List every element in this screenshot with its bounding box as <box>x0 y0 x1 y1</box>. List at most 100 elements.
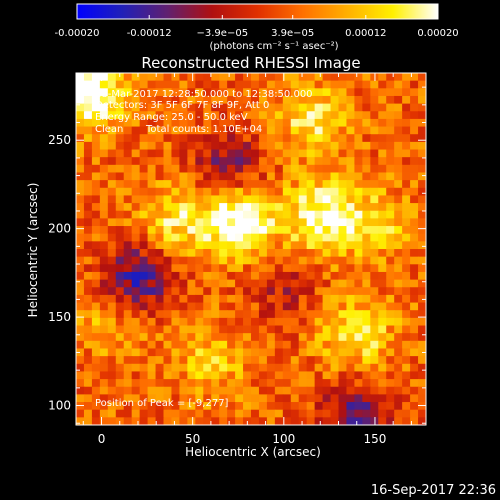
heatmap-pixel <box>266 226 276 235</box>
heatmap-pixel <box>266 103 276 112</box>
heatmap-pixel <box>235 402 244 411</box>
heatmap-pixel <box>115 157 125 166</box>
heatmap-pixel <box>338 111 348 120</box>
heatmap-pixel <box>378 317 387 327</box>
heatmap-pixel <box>378 218 387 227</box>
heatmap-pixel <box>378 386 387 395</box>
heatmap-pixel <box>76 210 85 219</box>
heatmap-pixel <box>139 210 149 219</box>
heatmap-pixel <box>147 180 157 189</box>
heatmap-pixel <box>155 386 165 395</box>
heatmap-pixel <box>163 180 173 189</box>
heatmap-pixel <box>306 157 316 166</box>
heatmap-pixel <box>107 333 117 342</box>
heatmap-pixel <box>179 226 188 235</box>
heatmap-pixel <box>155 195 165 204</box>
heatmap-pixel <box>330 279 340 288</box>
heatmap-pixel <box>386 164 395 174</box>
heatmap-pixel <box>195 256 204 265</box>
heatmap-pixel <box>378 95 387 105</box>
heatmap-pixel <box>266 73 276 82</box>
heatmap-pixel <box>338 402 348 411</box>
heatmap-pixel <box>362 256 371 265</box>
heatmap-pixel <box>314 271 324 281</box>
heatmap-pixel <box>107 417 117 425</box>
heatmap-pixel <box>195 371 204 380</box>
heatmap-pixel <box>386 80 395 89</box>
heatmap-pixel <box>354 180 363 189</box>
heatmap-pixel <box>219 348 228 357</box>
heatmap-pixel <box>243 356 252 365</box>
heatmap-pixel <box>314 141 324 151</box>
heatmap-pixel <box>219 287 228 296</box>
heatmap-pixel <box>394 157 403 166</box>
heatmap-pixel <box>370 394 379 403</box>
heatmap-pixel <box>322 203 332 212</box>
heatmap-pixel <box>258 340 268 350</box>
heatmap-pixel <box>195 187 204 197</box>
heatmap-pixel <box>282 157 292 166</box>
heatmap-pixel <box>346 134 356 143</box>
heatmap-pixel <box>362 118 371 128</box>
heatmap-pixel <box>203 111 212 120</box>
heatmap-pixel <box>195 111 204 120</box>
heatmap-pixel <box>274 88 284 97</box>
heatmap-pixel <box>83 118 93 128</box>
heatmap-pixel <box>410 264 419 273</box>
heatmap-pixel <box>195 409 204 418</box>
heatmap-pixel <box>195 203 204 212</box>
heatmap-pixel <box>139 264 149 273</box>
heatmap-pixel <box>290 157 300 166</box>
heatmap-pixel <box>171 249 181 258</box>
heatmap-pixel <box>251 348 260 357</box>
heatmap-pixel <box>330 394 340 403</box>
heatmap-pixel <box>115 88 125 97</box>
heatmap-pixel <box>139 111 149 120</box>
heatmap-pixel <box>131 386 141 395</box>
heatmap-pixel <box>370 279 379 288</box>
heatmap-pixel <box>147 333 157 342</box>
heatmap-pixel <box>394 80 403 89</box>
heatmap-pixel <box>306 180 316 189</box>
heatmap-pixel <box>354 402 363 411</box>
heatmap-pixel <box>99 203 109 212</box>
heatmap-pixel <box>418 157 426 166</box>
heatmap-pixel <box>211 241 220 250</box>
heatmap-pixel <box>338 80 348 89</box>
heatmap-pixel <box>330 126 340 135</box>
heatmap-pixel <box>171 417 181 425</box>
heatmap-pixel <box>338 187 348 197</box>
heatmap-pixel <box>219 302 228 311</box>
heatmap-pixel <box>394 379 403 388</box>
heatmap-pixel <box>147 256 157 265</box>
heatmap-pixel <box>219 386 228 395</box>
heatmap-pixel <box>266 95 276 105</box>
heatmap-pixel <box>306 164 316 174</box>
heatmap-pixel <box>235 287 244 296</box>
heatmap-pixel <box>314 371 324 380</box>
heatmap-pixel <box>322 363 332 373</box>
heatmap-pixel <box>83 195 93 204</box>
heatmap-pixel <box>402 294 411 304</box>
heatmap-pixel <box>76 356 85 365</box>
heatmap-pixel <box>91 164 101 174</box>
heatmap-pixel <box>290 73 300 82</box>
heatmap-pixel <box>362 218 371 227</box>
heatmap-pixel <box>418 402 426 411</box>
heatmap-pixel <box>235 279 244 288</box>
heatmap-pixel <box>139 394 149 403</box>
heatmap-pixel <box>330 271 340 281</box>
heatmap-pixel <box>147 394 157 403</box>
heatmap-pixel <box>139 417 149 425</box>
heatmap-pixel <box>203 340 212 350</box>
heatmap-pixel <box>147 126 157 135</box>
heatmap-pixel <box>282 126 292 135</box>
heatmap-pixel <box>115 134 125 143</box>
heatmap-pixel <box>203 88 212 97</box>
heatmap-pixel <box>338 157 348 166</box>
heatmap-pixel <box>115 73 125 82</box>
heatmap-pixel <box>131 256 141 265</box>
heatmap-pixel <box>195 233 204 242</box>
heatmap-pixel <box>203 271 212 281</box>
heatmap-pixel <box>227 118 236 128</box>
